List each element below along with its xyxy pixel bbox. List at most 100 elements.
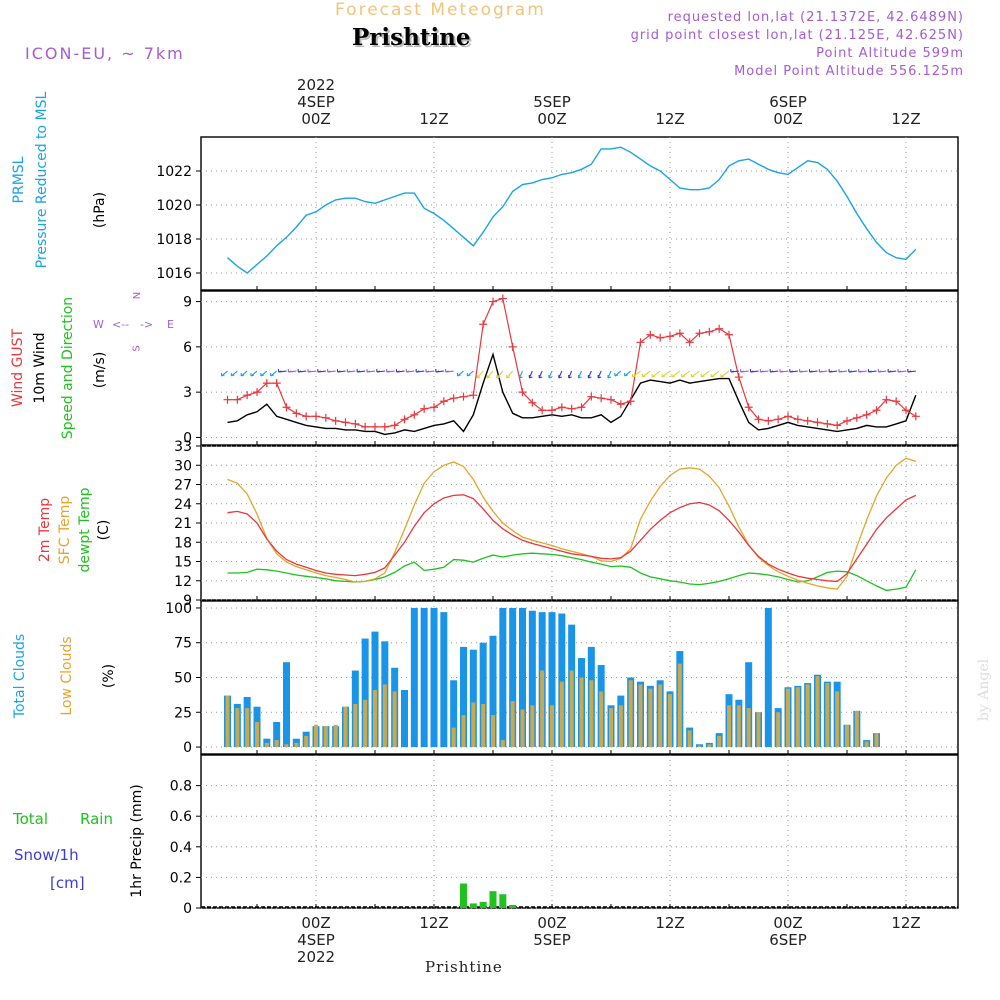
gust-marker — [557, 403, 566, 412]
bar-low-clouds — [579, 677, 584, 748]
gust-marker — [331, 416, 340, 425]
time-label: 12Z — [419, 110, 449, 128]
ytick-label: 0 — [183, 740, 192, 756]
wind-direction-arrow — [858, 369, 867, 373]
wind-direction-arrow — [230, 370, 238, 377]
time-label: 12Z — [891, 914, 921, 932]
ytick-label: 0.4 — [170, 840, 192, 856]
wind-direction-arrow — [577, 370, 583, 379]
ytick-label: 0.2 — [170, 870, 192, 886]
wind-direction-arrow — [287, 369, 297, 373]
gust-marker — [233, 395, 242, 404]
wind-direction-arrow — [897, 369, 907, 373]
time-label: 6SEP — [769, 93, 807, 111]
gust-marker — [705, 327, 714, 336]
gust-marker — [430, 403, 438, 412]
bar-low-clouds — [835, 691, 840, 748]
gust-marker — [616, 400, 625, 409]
bar-total-clouds — [479, 642, 487, 748]
bar-low-clouds — [658, 684, 663, 748]
gust-marker — [833, 421, 842, 430]
gust-marker — [902, 406, 910, 415]
gust-marker — [607, 395, 615, 404]
ytick-label: 0.8 — [170, 779, 192, 795]
wind-direction-arrow — [356, 369, 366, 373]
wind-direction-arrow — [730, 369, 739, 373]
gust-marker — [823, 419, 832, 428]
gust-marker — [469, 391, 478, 400]
gust-marker — [656, 333, 665, 342]
wind-direction-arrow — [240, 370, 248, 377]
time-label: 6SEP — [769, 931, 807, 949]
bar-total-clouds — [283, 662, 290, 748]
gust-marker — [302, 412, 311, 421]
bar-low-clouds — [392, 691, 397, 748]
gust-marker — [646, 330, 655, 339]
wind-direction-arrow — [799, 369, 808, 373]
gust-marker — [479, 320, 488, 329]
gust-marker — [410, 410, 419, 419]
series-10m-wind — [227, 351, 917, 436]
gust-marker — [744, 403, 753, 412]
wind-direction-arrow — [651, 370, 661, 378]
wind-direction-arrow — [260, 370, 268, 377]
time-label: 00Z — [301, 110, 331, 128]
bar-low-clouds — [274, 740, 279, 748]
ytick-label: 9 — [183, 295, 192, 311]
bar-low-clouds — [874, 733, 879, 748]
wind-direction-arrow — [587, 370, 592, 379]
bar-low-clouds — [461, 715, 466, 748]
wind-direction-arrow — [297, 369, 307, 373]
bar-total-rain — [509, 904, 517, 908]
gust-marker — [685, 338, 694, 347]
gust-marker — [803, 416, 812, 425]
bar-low-clouds — [589, 680, 594, 748]
panel-temperature: 9 12 15 18 21 24 27 30 33 — [174, 439, 959, 609]
bar-low-clouds — [333, 724, 338, 748]
bar-low-clouds — [786, 688, 790, 748]
wind-direction-arrow — [386, 369, 395, 373]
bar-low-clouds — [795, 687, 800, 748]
wind-direction-arrow — [907, 369, 916, 373]
gust-marker — [892, 397, 901, 406]
time-label: 00Z — [537, 914, 567, 932]
model-altitude: Model Point Altitude 556.125m — [734, 64, 964, 79]
bar-low-clouds — [471, 702, 476, 748]
ytick-label: 0.6 — [170, 809, 192, 825]
ytick-label: 50 — [174, 671, 192, 687]
wind-direction-arrow — [759, 369, 769, 373]
ytick-label: 27 — [174, 478, 192, 494]
bar-low-clouds — [854, 710, 859, 748]
wind-direction-arrow — [558, 370, 563, 379]
ytick-label: 12 — [174, 574, 192, 590]
footer-location: Prishtine — [425, 958, 503, 976]
series-sfc-temp — [227, 457, 917, 590]
wind-direction-arrow — [769, 369, 779, 373]
wind-direction-arrow — [376, 369, 385, 373]
gust-marker — [715, 324, 724, 333]
wind-direction-arrow — [808, 369, 818, 373]
wind-direction-arrow — [690, 370, 700, 378]
wind-direction-arrow — [867, 369, 877, 373]
wind-direction-arrow — [277, 369, 287, 373]
bar-low-clouds — [500, 740, 505, 748]
ytick-label: 30 — [174, 458, 192, 474]
wind-direction-arrow — [848, 369, 857, 373]
ytick-label: 24 — [174, 497, 192, 513]
ytick-label: 3 — [183, 385, 192, 401]
time-label: 00Z — [537, 110, 567, 128]
series-2m-temp — [227, 494, 917, 583]
gust-marker — [813, 418, 822, 427]
bar-low-clouds — [746, 708, 751, 748]
wind-direction-arrow — [710, 370, 720, 378]
bar-low-clouds — [540, 670, 545, 748]
time-label: 12Z — [655, 110, 685, 128]
wind-direction-arrow — [395, 369, 405, 373]
bar-low-clouds — [628, 680, 633, 748]
bar-total-clouds — [401, 690, 408, 748]
gust-marker — [528, 398, 537, 407]
panel-pressure: 1016 1018 1020 1022 — [156, 136, 959, 291]
bar-total-rain — [469, 903, 477, 908]
panel-frame — [200, 290, 959, 446]
wind-direction-arrow — [631, 370, 641, 378]
